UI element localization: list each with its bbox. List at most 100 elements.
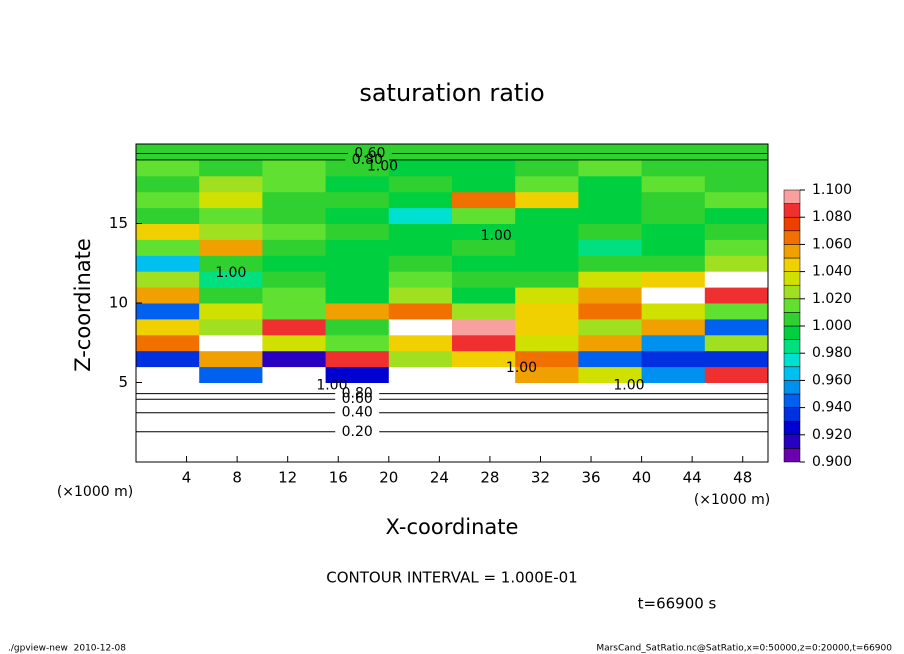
field-cell xyxy=(262,271,327,288)
x-tick-label: 12 xyxy=(278,469,297,487)
field-cell xyxy=(578,255,643,272)
colorbar-tick-label: 1.060 xyxy=(812,236,852,252)
field-cell xyxy=(704,366,769,383)
colorbar-box xyxy=(783,325,801,340)
colorbar-tick-label: 1.040 xyxy=(812,264,852,280)
field-cell xyxy=(199,398,263,415)
field-cell xyxy=(199,334,263,352)
field-cell xyxy=(136,414,200,431)
field-cell xyxy=(199,350,263,368)
field-cell xyxy=(136,255,200,272)
field-cell xyxy=(515,287,579,304)
x-tick-label: 16 xyxy=(329,469,348,487)
field-cell xyxy=(262,144,327,161)
field-cell xyxy=(388,287,453,304)
field-cell xyxy=(641,255,706,272)
field-cell xyxy=(199,144,263,161)
field-cell xyxy=(641,191,706,209)
chart-title: saturation ratio xyxy=(359,79,544,107)
contour-label: 1.00 xyxy=(481,228,512,244)
colorbar-tick-label: 1.020 xyxy=(812,291,852,307)
field-cell xyxy=(578,318,643,336)
field-cell xyxy=(262,446,327,463)
field-cell xyxy=(578,350,643,368)
field-cell xyxy=(578,414,643,431)
field-cell xyxy=(136,144,200,161)
field-cell xyxy=(704,223,769,240)
contour-label: 1.00 xyxy=(506,360,537,376)
colorbar-box xyxy=(783,407,801,422)
field-cell xyxy=(136,446,200,463)
field-cell xyxy=(704,207,769,224)
colorbar-box xyxy=(783,339,801,354)
field-cell xyxy=(199,303,263,320)
field-cell xyxy=(199,430,263,447)
field-cell xyxy=(136,271,200,288)
field-cell xyxy=(325,398,390,415)
field-cell xyxy=(262,366,327,383)
field-cell xyxy=(199,271,263,288)
field-cell xyxy=(704,446,769,463)
colorbar-box xyxy=(783,420,801,436)
field-cell xyxy=(452,414,516,431)
field-cell xyxy=(641,446,706,463)
field-cell xyxy=(388,446,453,463)
colorbar-tick-label: 1.100 xyxy=(812,182,852,198)
field-cell xyxy=(136,430,200,447)
field-cell xyxy=(262,223,327,240)
field-cell xyxy=(578,223,643,240)
field-cell xyxy=(452,287,516,304)
field-cell xyxy=(325,271,390,288)
field-cell xyxy=(199,318,263,336)
field-cell xyxy=(704,382,769,399)
field-cell xyxy=(641,175,706,193)
field-cell xyxy=(704,159,769,177)
field-cell xyxy=(704,191,769,209)
y-axis-label: Z-coordinate xyxy=(71,238,95,372)
field-cell xyxy=(704,350,769,368)
field-cell xyxy=(388,239,453,256)
field-cell xyxy=(325,350,390,368)
field-cell xyxy=(199,414,263,431)
field-cell xyxy=(325,175,390,193)
field-cell xyxy=(578,175,643,193)
field-cell xyxy=(515,430,579,447)
field-cell xyxy=(325,318,390,336)
colorbar-box xyxy=(783,434,801,449)
footer-right: MarsCand_SatRatio.nc@SatRatio,x=0:50000,… xyxy=(596,644,892,654)
field-cell xyxy=(515,207,579,224)
field-cell xyxy=(452,318,516,336)
colorbar-box xyxy=(783,216,801,232)
field-cell xyxy=(452,255,516,272)
x-tick-label: 28 xyxy=(480,469,499,487)
field-cell xyxy=(704,271,769,288)
field-cell xyxy=(199,175,263,193)
field-cell xyxy=(452,366,516,383)
field-cell xyxy=(515,255,579,272)
field-cell xyxy=(136,318,200,336)
colorbar-box xyxy=(783,298,801,313)
field-cell xyxy=(325,414,390,431)
field-cell xyxy=(578,334,643,352)
field-cell xyxy=(325,303,390,320)
field-cell xyxy=(452,430,516,447)
field-cell xyxy=(704,175,769,193)
field-cell xyxy=(578,207,643,224)
colorbar-box xyxy=(783,203,801,218)
field-cell xyxy=(641,287,706,304)
field-cell xyxy=(641,350,706,368)
field-cell xyxy=(641,366,706,383)
field-cell xyxy=(325,446,390,463)
contour-label: 0.40 xyxy=(342,405,373,421)
field-cell xyxy=(578,271,643,288)
field-cell xyxy=(704,398,769,415)
field-cell xyxy=(136,223,200,240)
contour-label: 1.00 xyxy=(613,378,644,394)
field-cell xyxy=(452,382,516,399)
field-cell xyxy=(641,239,706,256)
field-cell xyxy=(704,303,769,320)
field-cell xyxy=(388,382,453,399)
field-cell xyxy=(325,334,390,352)
x-tick-label: 20 xyxy=(379,469,398,487)
field-cell xyxy=(136,191,200,209)
